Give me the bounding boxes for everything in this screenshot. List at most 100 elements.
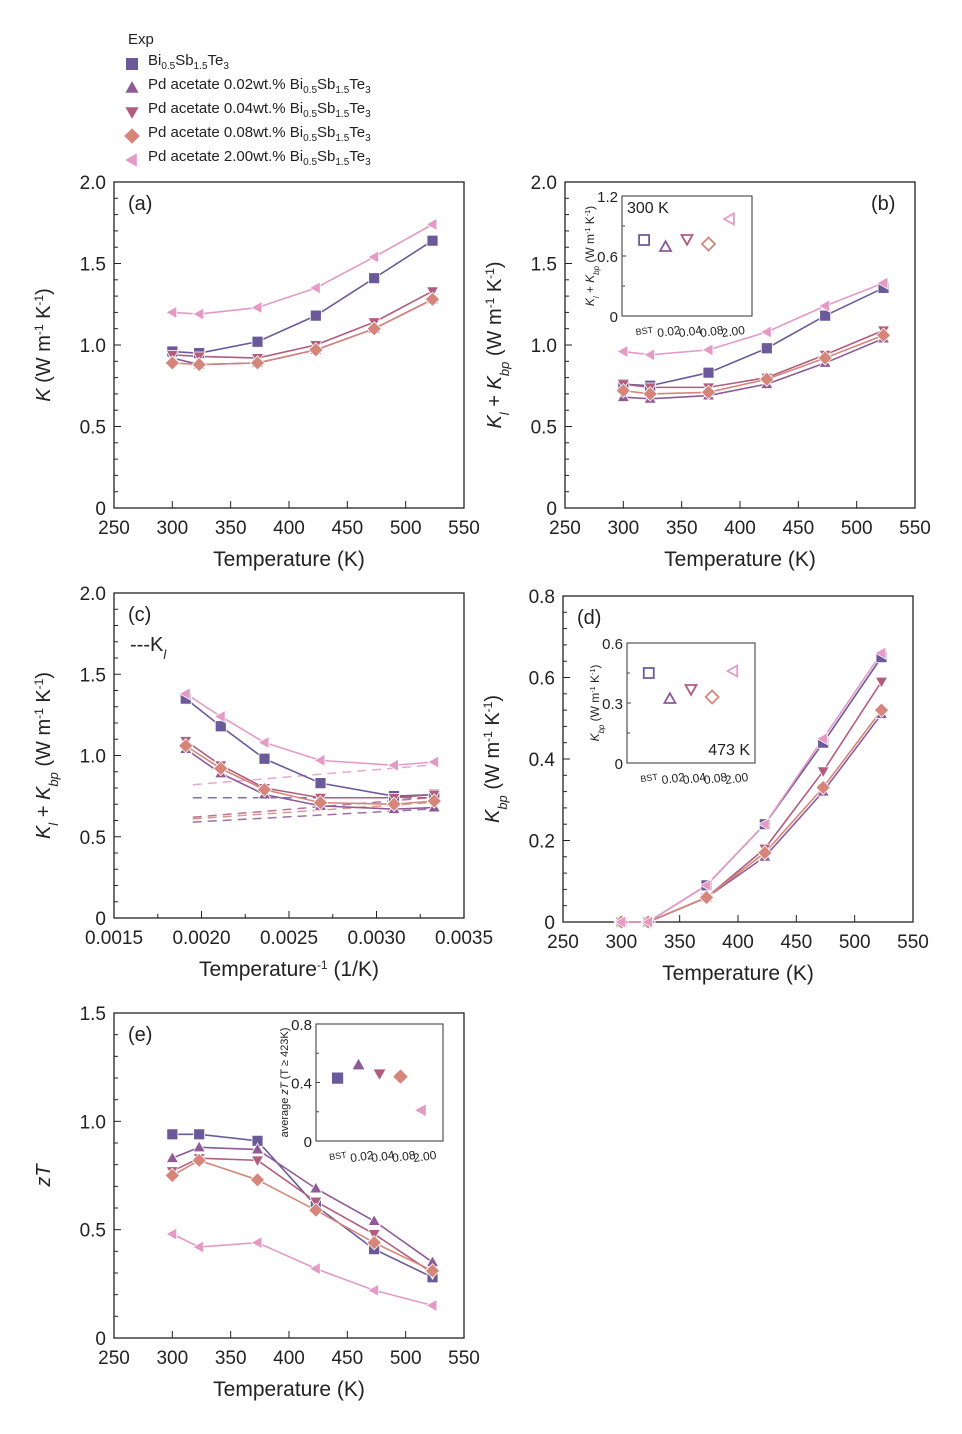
inset-x-tick-label: 0.08 <box>703 770 728 787</box>
data-point <box>213 709 226 724</box>
data-point <box>257 735 270 750</box>
data-point <box>165 305 178 320</box>
legend-marker-shape <box>125 153 137 167</box>
y-axis-label: Kl + Kbp (W m-1 K-1) <box>483 261 512 428</box>
series-line <box>185 693 435 767</box>
data-point <box>424 1263 441 1279</box>
y-tick-label: 0.2 <box>529 832 555 853</box>
inset-y-tick-label: 0.6 <box>597 249 618 266</box>
data-point <box>165 1151 180 1163</box>
x-tick-label: 400 <box>724 518 756 539</box>
data-point <box>757 817 770 831</box>
inset-x-tick-label: 0.02 <box>349 1148 374 1165</box>
legend-label: Pd acetate 0.02wt.% Bi0.5Sb1.5Te3 <box>148 76 371 96</box>
legend-entry: Bi0.5Sb1.5Te3 <box>120 52 371 76</box>
inset-d: 0 0.3 0.6 BST 0.020.040.082.00 473 K Kbp (W m-… <box>588 636 756 787</box>
panel-d: 250 300 350 400 450 500 550 0 0.2 0.4 0.6 0.8 Temper… <box>481 587 929 985</box>
kl-dashed-line <box>192 764 430 786</box>
inset-x-tick-label: 0.08 <box>699 323 724 340</box>
data-point <box>366 320 382 337</box>
y-tick-label: 0.4 <box>529 750 556 771</box>
data-point <box>426 793 442 809</box>
data-point <box>874 646 887 660</box>
x-tick-label: 0.0020 <box>172 928 230 949</box>
inset-y-tick-label: 0 <box>610 309 618 326</box>
data-point <box>164 355 181 371</box>
data-point <box>309 309 322 322</box>
data-point <box>874 676 889 689</box>
data-point <box>165 1227 178 1241</box>
inset-y-axis-label: Kbp (W m-1 K-1) <box>588 665 606 742</box>
y-tick-label: 2.0 <box>80 173 106 194</box>
kl-annotation: ---Kl <box>130 634 167 662</box>
legend-entry: Pd acetate 0.08wt.% Bi0.5Sb1.5Te3 <box>120 124 371 148</box>
inset-x-tick-label: 0.04 <box>682 770 707 787</box>
y-tick-label: 0 <box>95 499 106 520</box>
inset-y-tick-label: 0 <box>304 1134 312 1151</box>
panel-label: (c) <box>128 604 151 626</box>
panel-label: (b) <box>871 193 895 215</box>
x-axis-label: Temperature (K) <box>662 962 814 985</box>
y-tick-label: 1.0 <box>531 336 557 357</box>
data-point <box>308 1202 324 1218</box>
y-tick-label: 2.0 <box>80 584 106 605</box>
x-tick-label: 350 <box>215 1348 247 1369</box>
data-point <box>166 1128 179 1141</box>
x-tick-label: 550 <box>448 1348 480 1369</box>
legend-label: Bi0.5Sb1.5Te3 <box>148 52 229 72</box>
x-tick-label: 300 <box>156 518 188 539</box>
data-point <box>250 1142 265 1155</box>
y-tick-label: 1.0 <box>80 336 106 357</box>
data-point <box>250 300 263 315</box>
inset-annotation: 473 K <box>708 742 750 759</box>
data-point <box>213 760 229 777</box>
data-point <box>699 878 712 893</box>
data-point <box>193 1128 206 1141</box>
inset-annotation: 300 K <box>627 200 669 217</box>
x-axis-label: Temperature (K) <box>664 548 816 571</box>
data-point <box>366 1234 382 1251</box>
x-tick-label: 0.0030 <box>347 928 405 949</box>
legend-marker-shape <box>124 128 140 144</box>
plot-frame <box>113 592 465 919</box>
y-axis-label: zT <box>33 1163 55 1188</box>
y-tick-label: 1.5 <box>80 255 106 276</box>
inset-y-tick-label: 1.2 <box>597 189 618 206</box>
inset-data-point <box>413 1103 427 1118</box>
series-line <box>623 334 884 395</box>
panel-b: 250 300 350 400 450 500 550 0 0.5 1.0 1.5 2.0 Temper… <box>483 173 931 571</box>
y-tick-label: 1.5 <box>80 665 106 686</box>
inset-x-tick-label: 0.04 <box>370 1148 395 1165</box>
data-point <box>426 234 439 247</box>
data-point <box>249 355 266 371</box>
legend-marker-shape <box>126 58 138 70</box>
x-tick-label: 250 <box>549 518 581 539</box>
data-point <box>368 272 381 285</box>
inset-data-point <box>725 663 739 679</box>
x-tick-label: 250 <box>98 1348 130 1369</box>
inset-data-point <box>683 684 699 697</box>
inset-y-tick-label: 0 <box>615 756 623 773</box>
data-point <box>425 1298 438 1313</box>
legend-marker-triangle-up <box>125 81 139 93</box>
data-point <box>700 384 717 400</box>
data-point <box>308 342 324 358</box>
data-point <box>815 779 831 796</box>
data-point <box>424 291 441 308</box>
data-point <box>760 342 773 355</box>
y-tick-label: 1.5 <box>80 1004 106 1025</box>
panel-a: 250 300 350 400 450 500 550 0 0.5 1.0 1.5 2.0 Temper… <box>32 173 480 571</box>
series-line <box>172 223 433 315</box>
legend-label: Pd acetate 2.00wt.% Bi0.5Sb1.5Te3 <box>148 148 371 168</box>
data-point <box>192 307 204 321</box>
inset-frame <box>626 642 756 764</box>
data-point <box>192 1240 204 1254</box>
data-point <box>191 356 207 373</box>
data-point <box>191 1152 207 1169</box>
x-tick-label: 250 <box>547 932 579 953</box>
data-point <box>873 702 890 718</box>
legend-label: Pd acetate 0.04wt.% Bi0.5Sb1.5Te3 <box>148 100 371 120</box>
x-tick-label: 550 <box>448 518 480 539</box>
inset-data-point <box>662 691 677 704</box>
